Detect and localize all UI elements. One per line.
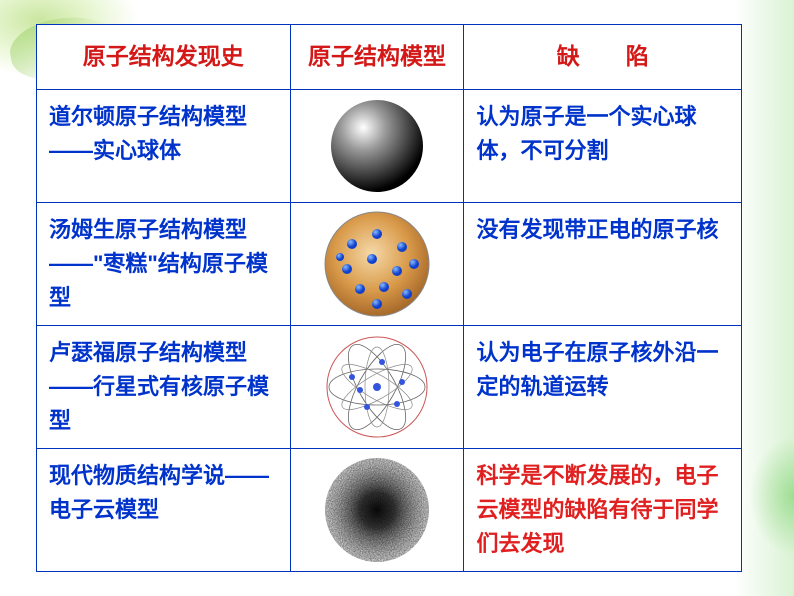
planetary-model-icon [322, 332, 432, 442]
cell-model-4 [290, 449, 464, 572]
plum-pudding-icon [322, 209, 432, 319]
decorative-right-edge [734, 0, 794, 596]
header-model: 原子结构模型 [290, 25, 464, 90]
cell-history-2: 汤姆生原子结构模型——"枣糕"结构原子模型 [37, 202, 291, 325]
cell-history-1: 道尔顿原子结构模型——实心球体 [37, 89, 291, 202]
cell-defect-1: 认为原子是一个实心球体，不可分割 [464, 89, 742, 202]
cell-history-4: 现代物质结构学说——电子云模型 [37, 449, 291, 572]
cell-model-3 [290, 325, 464, 448]
cell-model-2 [290, 202, 464, 325]
solid-sphere-icon [327, 96, 427, 196]
header-history: 原子结构发现史 [37, 25, 291, 90]
table-row: 道尔顿原子结构模型——实心球体 认为原子是一个实心球体，不可分割 [37, 89, 742, 202]
atomic-models-table: 原子结构发现史 原子结构模型 缺 陷 道尔顿原子结构模型——实心球体 认为原子是… [36, 24, 742, 572]
table-header-row: 原子结构发现史 原子结构模型 缺 陷 [37, 25, 742, 90]
electron-cloud-icon [317, 455, 437, 565]
cell-model-1 [290, 89, 464, 202]
cell-defect-3: 认为电子在原子核外沿一定的轨道运转 [464, 325, 742, 448]
table-row: 汤姆生原子结构模型——"枣糕"结构原子模型 [37, 202, 742, 325]
cell-defect-2: 没有发现带正电的原子核 [464, 202, 742, 325]
header-defect: 缺 陷 [464, 25, 742, 90]
cell-history-3: 卢瑟福原子结构模型——行星式有核原子模型 [37, 325, 291, 448]
cell-defect-4: 科学是不断发展的，电子云模型的缺陷有待于同学们去发现 [464, 449, 742, 572]
table-row: 现代物质结构学说——电子云模型 [37, 449, 742, 572]
table-row: 卢瑟福原子结构模型——行星式有核原子模型 认为电子在原子核外沿一定的轨道运转 [37, 325, 742, 448]
